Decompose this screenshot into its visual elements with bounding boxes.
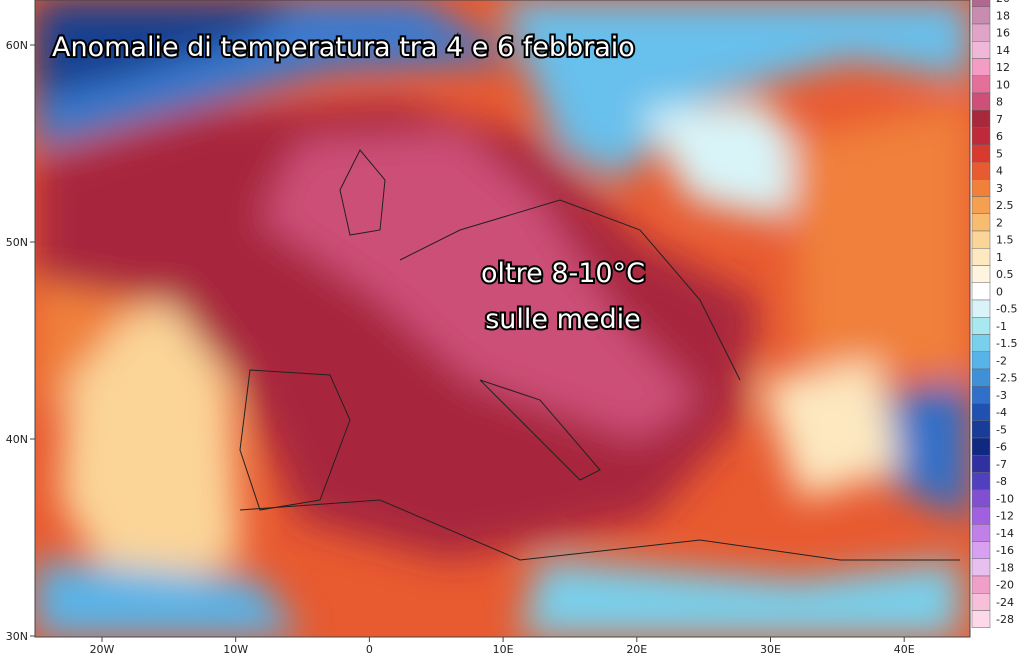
colorbar-label: -1 — [996, 320, 1007, 333]
colorbar-cell — [971, 558, 991, 577]
colorbar-label: 6 — [996, 130, 1003, 143]
colorbar-cell — [971, 524, 991, 542]
colorbar-label: -20 — [996, 579, 1014, 592]
colorbar-label: -2 — [996, 354, 1007, 367]
colorbar-label: -28 — [996, 613, 1014, 626]
colorbar-cell — [971, 506, 991, 525]
colorbar-label: -16 — [996, 544, 1014, 557]
colorbar-label: -10 — [996, 492, 1014, 505]
lon-label: 10E — [493, 643, 514, 656]
colorbar-cell — [971, 351, 991, 370]
colorbar-cell — [971, 6, 991, 25]
colorbar-cell — [971, 144, 991, 163]
colorbar-label: 1 — [996, 251, 1003, 264]
colorbar-cell — [971, 368, 991, 387]
colorbar-label: 0 — [996, 285, 1003, 298]
colorbar-label: -18 — [996, 561, 1014, 574]
annotation-line: oltre 8-10°C — [481, 258, 645, 289]
colorbar-cell — [971, 248, 991, 266]
colorbar-cell — [971, 179, 991, 197]
colorbar-cell — [971, 489, 991, 508]
colorbar-cell — [971, 265, 991, 283]
colorbar-cell — [971, 455, 991, 473]
colorbar-cell — [971, 213, 991, 232]
colorbar-cell — [971, 230, 991, 249]
lat-label: 50N — [6, 236, 28, 249]
colorbar-label: -14 — [996, 527, 1014, 540]
colorbar-cell — [971, 334, 991, 352]
colorbar-label: 3 — [996, 182, 1003, 195]
lat-label: 30N — [6, 630, 28, 643]
lat-label: 40N — [6, 433, 28, 446]
colorbar-label: 1.5 — [996, 234, 1014, 247]
colorbar-cell — [971, 299, 991, 318]
colorbar-cell — [971, 472, 991, 490]
colorbar-cell — [971, 110, 991, 128]
colorbar-cell — [971, 41, 991, 59]
colorbar-cell — [971, 420, 991, 439]
colorbar-label: -24 — [996, 596, 1014, 609]
colorbar-cell — [971, 92, 991, 111]
annotation-line: sulle medie — [485, 304, 641, 335]
colorbar-cell — [971, 282, 991, 301]
colorbar-label: -1.5 — [996, 337, 1017, 350]
colorbar-cell — [971, 58, 991, 76]
colorbar-cell — [971, 575, 991, 594]
colorbar-label: 0.5 — [996, 268, 1014, 281]
colorbar-label: 8 — [996, 96, 1003, 109]
colorbar-cell — [971, 593, 991, 611]
colorbar-cell — [971, 196, 991, 214]
colorbar-cell — [971, 75, 991, 94]
map-frame — [34, 0, 971, 638]
colorbar-label: 4 — [996, 165, 1003, 178]
colorbar-label: 20 — [996, 0, 1010, 5]
colorbar-label: 2 — [996, 216, 1003, 229]
colorbar-label: -7 — [996, 458, 1007, 471]
colorbar-cell — [971, 23, 991, 42]
colorbar-label: -3 — [996, 389, 1007, 402]
lon-label: 30E — [760, 643, 781, 656]
colorbar-label: 14 — [996, 44, 1010, 57]
colorbar-cell — [971, 437, 991, 456]
colorbar-cell — [971, 317, 991, 335]
lat-label: 60N — [6, 39, 28, 52]
colorbar-cell — [971, 0, 991, 7]
colorbar-cell — [971, 403, 991, 421]
colorbar-label: 12 — [996, 61, 1010, 74]
colorbar-label: -6 — [996, 441, 1007, 454]
colorbar-label: -8 — [996, 475, 1007, 488]
lon-label: 20W — [90, 643, 115, 656]
colorbar-cell — [971, 127, 991, 145]
colorbar-cell — [971, 610, 991, 628]
lon-label: 20E — [626, 643, 647, 656]
colorbar-cell — [971, 161, 991, 180]
colorbar-label: -5 — [996, 423, 1007, 436]
colorbar-label: -12 — [996, 510, 1014, 523]
lon-label: 10W — [223, 643, 248, 656]
colorbar-cell — [971, 541, 991, 559]
map — [35, 0, 970, 637]
colorbar-label: -2.5 — [996, 372, 1017, 385]
colorbar-label: 7 — [996, 113, 1003, 126]
colorbar-label: -0.5 — [996, 303, 1017, 316]
colorbar-label: 16 — [996, 27, 1010, 40]
lon-label: 0 — [366, 643, 373, 656]
map-title: Anomalie di temperatura tra 4 e 6 febbra… — [52, 32, 635, 63]
colorbar-label: 18 — [996, 9, 1010, 22]
colorbar-label: 2.5 — [996, 199, 1014, 212]
colorbar-label: -4 — [996, 406, 1007, 419]
colorbar-cell — [971, 386, 991, 404]
colorbar-label: 5 — [996, 147, 1003, 160]
lon-label: 40E — [894, 643, 915, 656]
colorbar-label: 10 — [996, 78, 1010, 91]
